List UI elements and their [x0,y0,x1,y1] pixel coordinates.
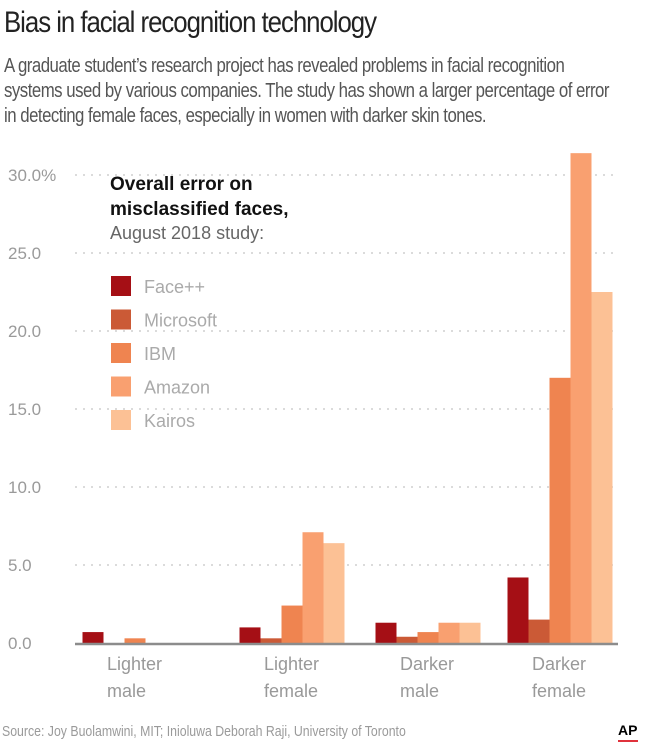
y-tick-label: 15.0 [8,400,41,419]
legend-swatch-kairos [111,410,131,430]
bar-face-lighter-female [239,627,261,643]
bars [82,153,613,643]
legend-label: Face++ [144,277,205,297]
bar-microsoft-lighter-female [260,638,282,643]
chart-subtitle: A graduate student’s research project ha… [4,55,610,127]
bar-ibm-darker-male [417,632,439,643]
bar-amazon-lighter-female [302,532,324,643]
bar-kairos-darker-female [591,292,613,643]
y-axis: 0.0 5.0 10.0 15.0 20.0 25.0 30.0% [8,166,56,653]
legend-swatch-microsoft [111,309,131,330]
bar-ibm-lighter-male [124,638,146,643]
legend-title-line2: misclassified faces, [110,199,289,220]
bar-face-darker-female [507,577,529,643]
legend-swatch-ibm [111,343,131,363]
bar-face-lighter-male [82,632,104,643]
legend-swatch-face [111,276,131,296]
bar-ibm-darker-female [549,377,571,643]
legend-swatch-amazon [111,376,131,397]
x-tick-label: Darker [532,654,586,674]
x-tick-label: female [264,681,318,701]
bar-kairos-darker-male [459,622,481,643]
ap-logo: AP [618,722,638,738]
legend: Overall error on misclassified faces, Au… [110,174,289,431]
legend-title-line1: Overall error on [110,174,253,195]
y-tick-label: 5.0 [8,556,32,575]
y-tick-label: 20.0 [8,322,41,341]
y-tick-label: 0.0 [8,634,32,653]
bar-kairos-lighter-female [323,543,345,643]
x-tick-label: male [400,681,439,701]
bar-ibm-lighter-female [281,605,303,643]
legend-subtitle: August 2018 study: [110,223,264,243]
source-note: Source: Joy Buolamwini, MIT; Inioluwa De… [2,723,406,740]
y-tick-label: 30.0% [8,166,56,185]
x-tick-label: female [532,681,586,701]
legend-label: IBM [144,344,176,364]
bar-amazon-darker-female [570,153,592,643]
x-tick-label: Darker [400,654,454,674]
bar-amazon-darker-male [438,622,460,643]
chart-title: Bias in facial recognition technology [4,6,377,39]
bar-microsoft-darker-male [396,636,418,643]
x-tick-label: Lighter [264,654,319,674]
legend-label: Kairos [144,411,195,431]
legend-label: Amazon [144,378,210,398]
y-tick-label: 25.0 [8,244,41,263]
legend-label: Microsoft [144,311,217,331]
x-tick-label: male [107,681,146,701]
ap-logo-underline [618,740,638,742]
bar-face-darker-male [375,622,397,643]
y-tick-label: 10.0 [8,478,41,497]
x-tick-label: Lighter [107,654,162,674]
x-axis: Lighter male Lighter female Darker male Darker… [75,642,618,701]
bar-microsoft-darker-female [528,619,550,643]
